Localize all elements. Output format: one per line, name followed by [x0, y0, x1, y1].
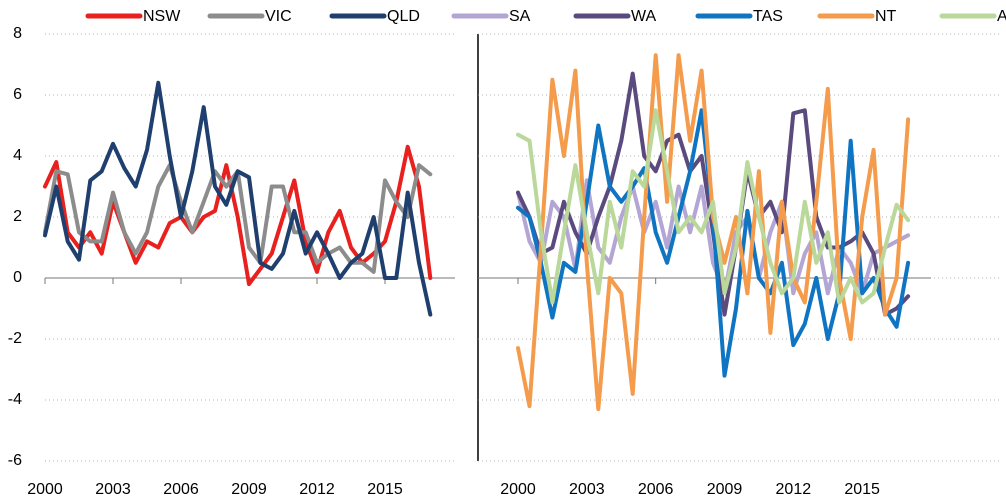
x-tick-label: 2009	[231, 481, 267, 498]
y-tick-label: 2	[13, 208, 22, 225]
legend-label: WA	[631, 8, 657, 25]
x-tick-label: 2012	[299, 481, 335, 498]
y-tick-label: 8	[13, 25, 22, 42]
x-tick-label: 2000	[27, 481, 63, 498]
x-tick-label: 2000	[500, 481, 536, 498]
legend-label: NSW	[143, 8, 181, 25]
x-tick-label: 2006	[163, 481, 199, 498]
series-line	[516, 108, 911, 305]
y-tick-label: -2	[8, 330, 22, 347]
legend-label: QLD	[387, 8, 420, 25]
x-tick-label: 2009	[707, 481, 743, 498]
series-line	[43, 80, 433, 317]
x-tick-label: 2012	[776, 481, 812, 498]
legend-label: NT	[875, 8, 897, 25]
x-tick-label: 2015	[367, 481, 403, 498]
series-line	[43, 144, 433, 287]
legend-label: TAS	[753, 8, 783, 25]
x-tick-label: 2015	[844, 481, 880, 498]
legend-label: VIC	[265, 8, 292, 25]
legend-label: SA	[509, 8, 531, 25]
y-tick-label: 0	[13, 269, 22, 286]
y-tick-label: 4	[13, 147, 22, 164]
y-tick-label: -6	[8, 452, 22, 469]
y-tick-label: 6	[13, 86, 22, 103]
x-tick-label: 2006	[638, 481, 674, 498]
y-tick-label: -4	[8, 391, 22, 408]
x-tick-label: 2003	[569, 481, 605, 498]
x-tick-label: 2003	[95, 481, 131, 498]
legend-label: ACT	[997, 8, 1006, 25]
